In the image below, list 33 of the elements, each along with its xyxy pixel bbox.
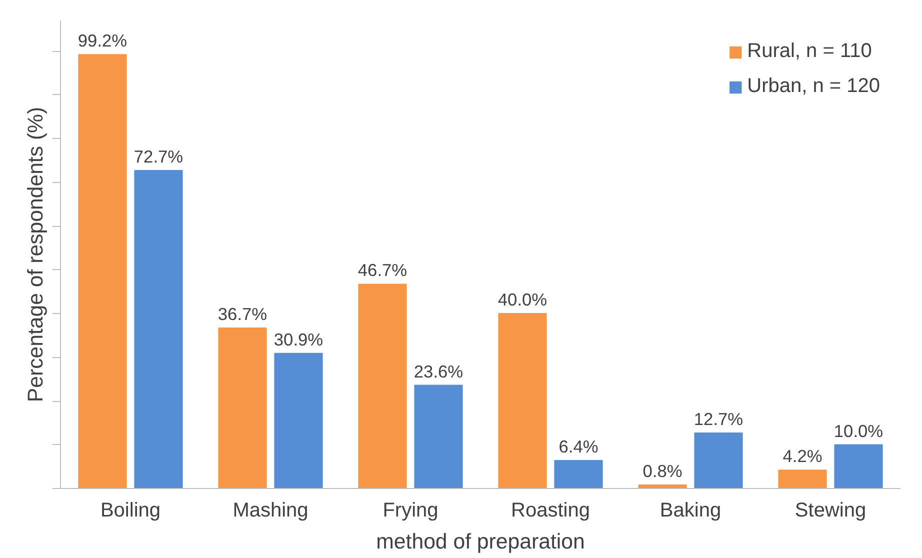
data-label: 36.7% <box>218 304 268 324</box>
legend-label: Rural, n = 110 <box>747 40 872 63</box>
x-tick-label: Boiling <box>100 500 161 522</box>
legend-label: Urban, n = 120 <box>747 75 880 98</box>
bar <box>778 470 827 488</box>
bar <box>834 444 883 488</box>
x-tick-label: Roasting <box>511 500 590 522</box>
data-label: 6.4% <box>558 436 598 457</box>
x-axis-title: method of preparation <box>376 530 585 554</box>
bar <box>498 313 547 488</box>
bar <box>358 284 407 488</box>
data-label: 46.7% <box>358 260 408 280</box>
y-axis-title: Percentage of respondents (%) <box>24 106 48 402</box>
data-label: 30.9% <box>274 329 324 350</box>
x-tick-label: Mashing <box>232 500 308 522</box>
bar <box>414 384 463 488</box>
data-label: 10.0% <box>834 420 884 441</box>
data-label: 0.8% <box>642 461 682 481</box>
data-label: 4.2% <box>782 446 822 466</box>
x-tick-label: Baking <box>660 500 722 522</box>
bar <box>218 327 267 488</box>
bar <box>78 54 127 488</box>
data-label: 99.2% <box>78 30 128 51</box>
data-label: 72.7% <box>134 146 184 167</box>
bar <box>134 170 183 488</box>
data-label: 40.0% <box>498 290 548 310</box>
data-label: 23.6% <box>414 361 464 382</box>
bar <box>274 352 323 488</box>
data-label: 12.7% <box>694 408 744 429</box>
bar <box>554 460 603 488</box>
bar <box>694 432 743 488</box>
x-tick-label: Stewing <box>794 500 866 522</box>
x-tick-label: Frying <box>382 500 438 522</box>
